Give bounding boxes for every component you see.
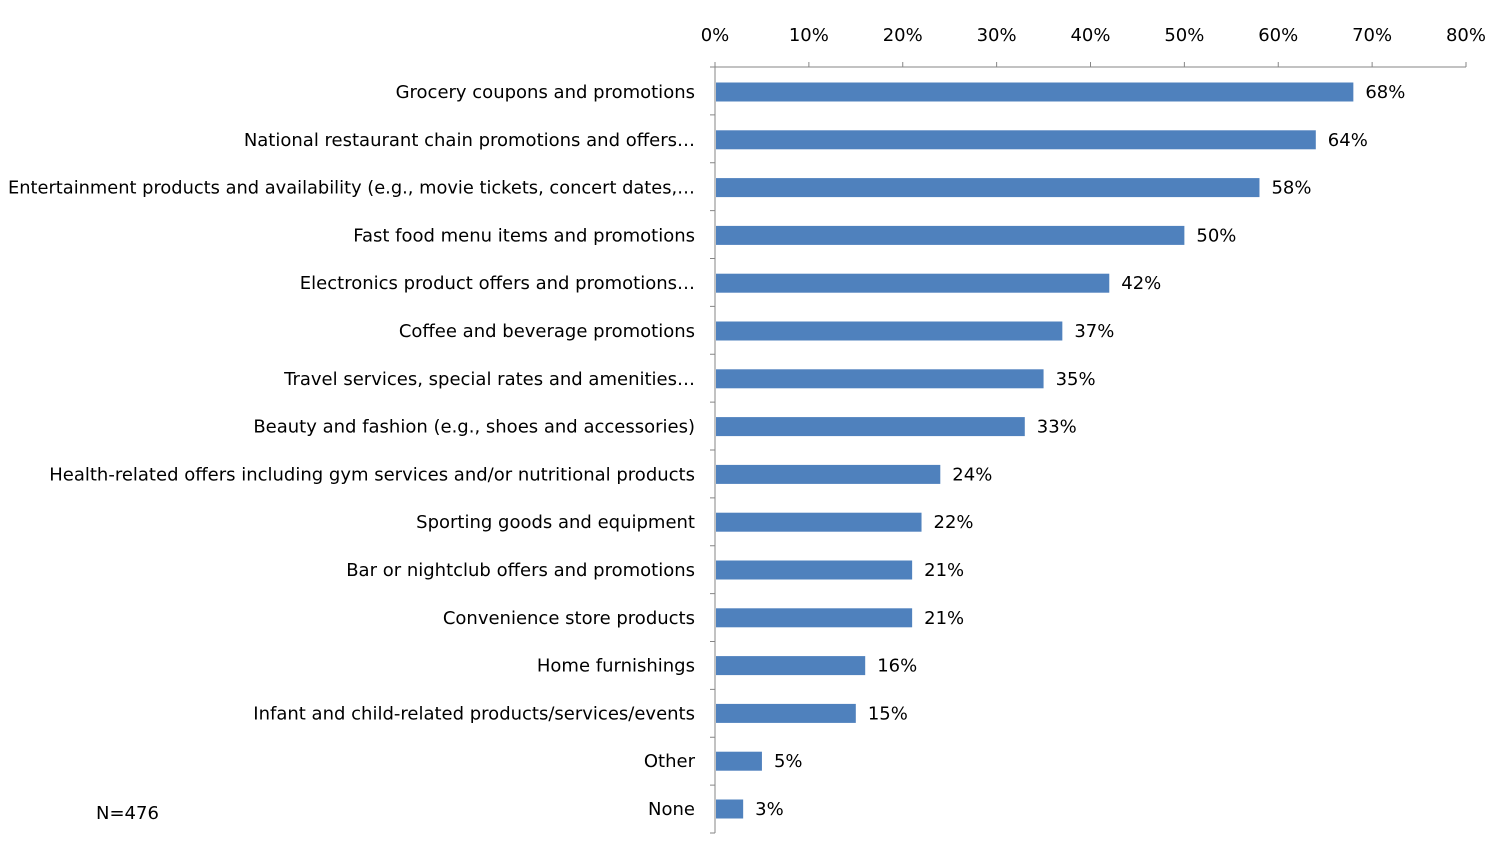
data-label: 24% bbox=[952, 464, 992, 485]
x-tick-label: 20% bbox=[883, 25, 923, 46]
bar bbox=[716, 751, 762, 771]
bar bbox=[716, 273, 1110, 293]
category-label: Coffee and beverage promotions bbox=[399, 321, 695, 342]
category-label: National restaurant chain promotions and… bbox=[244, 130, 695, 151]
x-tick-label: 50% bbox=[1164, 25, 1204, 46]
data-label: 21% bbox=[924, 560, 964, 581]
bar bbox=[716, 417, 1025, 437]
x-tick-label: 30% bbox=[977, 25, 1017, 46]
bar bbox=[716, 178, 1260, 198]
bar bbox=[716, 703, 856, 723]
category-label: Sporting goods and equipment bbox=[416, 512, 695, 533]
category-label: Travel services, special rates and ameni… bbox=[283, 369, 695, 390]
category-label: Other bbox=[644, 751, 696, 772]
bar bbox=[716, 608, 913, 628]
bar bbox=[716, 321, 1063, 341]
x-tick-label: 70% bbox=[1352, 25, 1392, 46]
bar bbox=[716, 464, 941, 484]
data-label: 16% bbox=[877, 656, 917, 677]
x-tick-label: 40% bbox=[1070, 25, 1110, 46]
data-label: 42% bbox=[1121, 273, 1161, 294]
data-label: 22% bbox=[934, 512, 974, 533]
bar bbox=[716, 799, 744, 819]
bar bbox=[716, 656, 866, 676]
x-tick-label: 10% bbox=[789, 25, 829, 46]
category-label: Convenience store products bbox=[443, 608, 695, 629]
x-tick-label: 80% bbox=[1446, 25, 1486, 46]
data-label: 3% bbox=[755, 799, 784, 820]
category-label: Health-related offers including gym serv… bbox=[49, 464, 695, 485]
data-label: 58% bbox=[1271, 178, 1311, 199]
bar bbox=[716, 369, 1044, 389]
bar bbox=[716, 512, 922, 532]
category-label: Entertainment products and availability … bbox=[8, 178, 695, 199]
data-label: 15% bbox=[868, 703, 908, 724]
bar bbox=[716, 225, 1185, 245]
category-label: Beauty and fashion (e.g., shoes and acce… bbox=[253, 417, 695, 438]
data-label: 33% bbox=[1037, 417, 1077, 438]
data-label: 64% bbox=[1328, 130, 1368, 151]
category-label: Infant and child-related products/servic… bbox=[253, 703, 695, 724]
category-label: Grocery coupons and promotions bbox=[396, 82, 695, 103]
category-label: Electronics product offers and promotion… bbox=[300, 273, 695, 294]
x-tick-label: 60% bbox=[1258, 25, 1298, 46]
data-label: 21% bbox=[924, 608, 964, 629]
bar bbox=[716, 82, 1354, 102]
category-label: Bar or nightclub offers and promotions bbox=[346, 560, 695, 581]
data-label: 37% bbox=[1074, 321, 1114, 342]
category-label: None bbox=[648, 799, 695, 820]
x-tick-label: 0% bbox=[701, 25, 730, 46]
data-label: 50% bbox=[1196, 225, 1236, 246]
category-label: Fast food menu items and promotions bbox=[353, 225, 695, 246]
data-label: 68% bbox=[1365, 82, 1405, 103]
bar bbox=[716, 560, 913, 580]
sample-size-note: N=476 bbox=[96, 803, 159, 824]
data-label: 5% bbox=[774, 751, 803, 772]
category-label: Home furnishings bbox=[537, 656, 695, 677]
data-label: 35% bbox=[1056, 369, 1096, 390]
bar bbox=[716, 130, 1316, 150]
